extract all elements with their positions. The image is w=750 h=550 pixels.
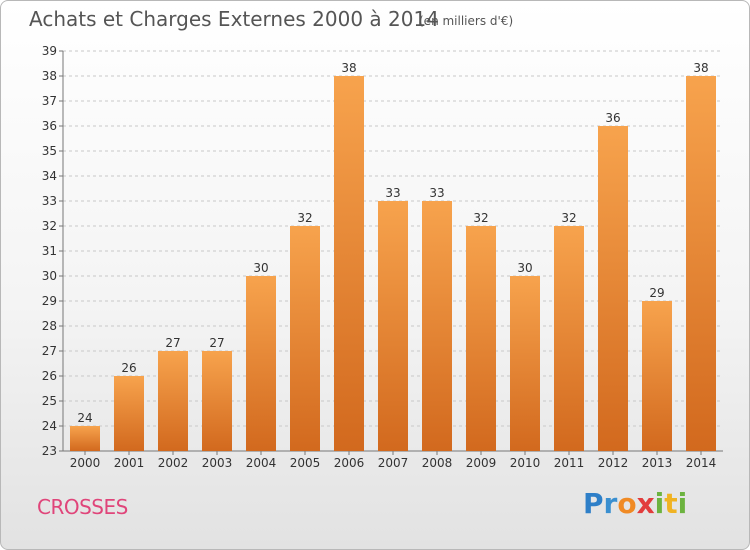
x-tick-label-2003: 2003 xyxy=(202,456,233,470)
y-tick-label: 24 xyxy=(42,419,57,433)
data-label-2012: 36 xyxy=(605,111,620,125)
logo-letter: x xyxy=(636,487,655,520)
bar-2003 xyxy=(202,351,232,451)
bar-2014 xyxy=(686,76,716,451)
data-label-2004: 30 xyxy=(253,261,268,275)
bar-2007 xyxy=(378,201,408,451)
data-label-2005: 32 xyxy=(297,211,312,225)
bar-2012 xyxy=(598,126,628,451)
y-tick-label: 26 xyxy=(42,369,57,383)
y-tick-label: 32 xyxy=(42,219,57,233)
x-tick-label-2006: 2006 xyxy=(334,456,365,470)
chart-subtitle: (en milliers d'€) xyxy=(419,14,514,28)
data-label-2001: 26 xyxy=(121,361,136,375)
bar-2010 xyxy=(510,276,540,451)
y-tick-label: 28 xyxy=(42,319,57,333)
x-tick-label-2010: 2010 xyxy=(510,456,541,470)
data-label-2008: 33 xyxy=(429,186,444,200)
bar-2008 xyxy=(422,201,452,451)
bar-2001 xyxy=(114,376,144,451)
x-tick-label-2008: 2008 xyxy=(422,456,453,470)
y-tick-label: 30 xyxy=(42,269,57,283)
labels: 24 2000 26 2001 27 2002 27 2003 30 2004 32 2005 38 20… xyxy=(70,61,717,470)
logo-letter: i xyxy=(654,487,665,520)
bars xyxy=(70,76,716,451)
data-label-2007: 33 xyxy=(385,186,400,200)
y-tick-label: 38 xyxy=(42,69,57,83)
commune-name: CROSSES xyxy=(37,495,128,519)
bar-2005 xyxy=(290,226,320,451)
data-label-2010: 30 xyxy=(517,261,532,275)
bar-2006 xyxy=(334,76,364,451)
x-tick-label-2009: 2009 xyxy=(466,456,497,470)
y-tick-label: 34 xyxy=(42,169,57,183)
data-label-2014: 38 xyxy=(693,61,708,75)
data-label-2009: 32 xyxy=(473,211,488,225)
bar-2002 xyxy=(158,351,188,451)
data-label-2003: 27 xyxy=(209,336,224,350)
logo-letter: o xyxy=(617,487,637,520)
bar-2000 xyxy=(70,426,100,451)
proxiti-logo[interactable]: Proxiti xyxy=(583,487,687,520)
x-tick-label-2005: 2005 xyxy=(290,456,321,470)
data-label-2006: 38 xyxy=(341,61,356,75)
y-tick-label: 33 xyxy=(42,194,57,208)
x-tick-label-2000: 2000 xyxy=(70,456,101,470)
y-tick-label: 27 xyxy=(42,344,57,358)
data-label-2002: 27 xyxy=(165,336,180,350)
bar-2011 xyxy=(554,226,584,451)
x-tick-label-2013: 2013 xyxy=(642,456,673,470)
x-tick-label-2001: 2001 xyxy=(114,456,145,470)
x-tick-label-2004: 2004 xyxy=(246,456,277,470)
bar-2009 xyxy=(466,226,496,451)
x-tick-label-2002: 2002 xyxy=(158,456,189,470)
y-tick-label: 25 xyxy=(42,394,57,408)
x-tick-label-2011: 2011 xyxy=(554,456,585,470)
y-tick-label: 29 xyxy=(42,294,57,308)
bar-2013 xyxy=(642,301,672,451)
x-tick-label-2014: 2014 xyxy=(686,456,717,470)
x-tick-label-2007: 2007 xyxy=(378,456,409,470)
logo-letter: r xyxy=(603,487,618,520)
logo-letter: i xyxy=(677,487,688,520)
logo-letter: P xyxy=(583,487,604,520)
y-tick-label: 23 xyxy=(42,444,57,458)
chart-title: Achats et Charges Externes 2000 à 2014 xyxy=(29,7,439,31)
y-tick-label: 31 xyxy=(42,244,57,258)
data-label-2013: 29 xyxy=(649,286,664,300)
y-tick-label: 37 xyxy=(42,94,57,108)
y-tick-label: 35 xyxy=(42,144,57,158)
y-tick-label: 39 xyxy=(42,44,57,58)
bar-2004 xyxy=(246,276,276,451)
data-label-2011: 32 xyxy=(561,211,576,225)
logo-letter: t xyxy=(664,487,678,520)
x-tick-label-2012: 2012 xyxy=(598,456,629,470)
data-label-2000: 24 xyxy=(77,411,92,425)
y-tick-label: 36 xyxy=(42,119,57,133)
